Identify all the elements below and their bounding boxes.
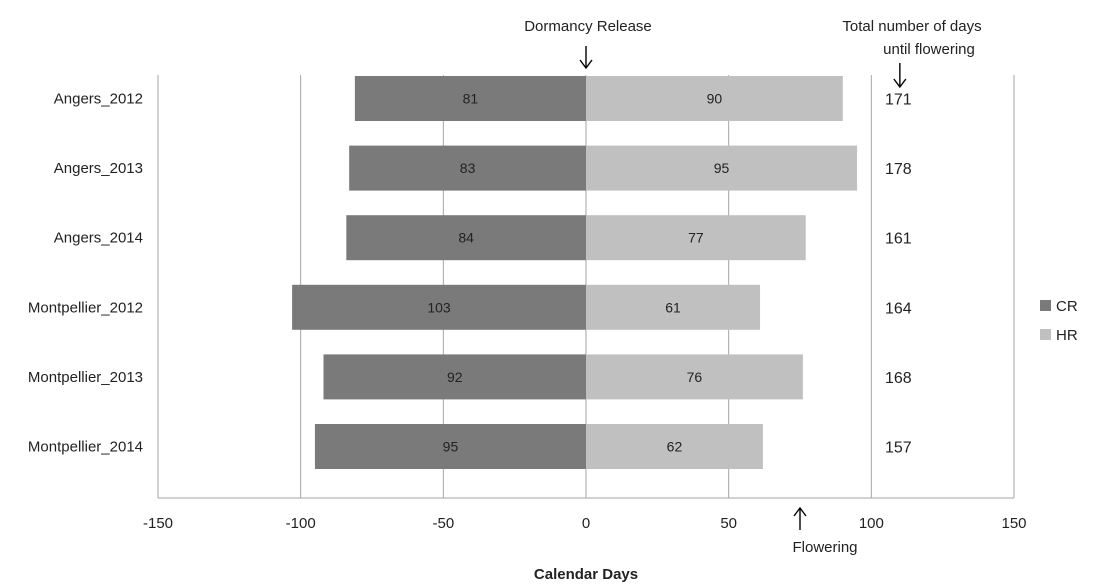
x-tick-label: -150 [143, 515, 173, 532]
total-days-value: 168 [885, 370, 912, 387]
legend-swatch-hr [1040, 329, 1051, 340]
bar-cr [349, 145, 586, 191]
x-tick-label: 50 [720, 515, 737, 532]
bar-value-label: 84 [458, 230, 474, 246]
total-days-annotation: Total number of days until flowering [842, 18, 982, 89]
bar-cr [314, 424, 586, 469]
bar-value-label: 95 [714, 160, 730, 176]
total-days-arrow [893, 63, 907, 89]
bar-hr [586, 424, 763, 469]
total-days-label-line1: Total number of days [842, 18, 981, 35]
dormancy-release-label: Dormancy Release [524, 18, 652, 35]
bar-value-label: 76 [687, 369, 703, 385]
x-tick-labels: -150 -100 -50 0 50 100 150 [143, 515, 1027, 532]
flowering-arrow [793, 506, 807, 530]
bar-value-label: 77 [688, 230, 704, 246]
legend: CR HR [1040, 298, 1078, 344]
dormancy-release-annotation: Dormancy Release [524, 18, 652, 70]
x-tick-label: 100 [859, 515, 884, 532]
total-days-value: 178 [885, 161, 912, 178]
bars: 81 90 83 95 84 77 103 61 92 76 95 62 [292, 76, 858, 469]
bar-value-label: 83 [460, 160, 476, 176]
bar-value-label: 95 [443, 439, 459, 455]
total-labels: 171 178 161 164 168 157 [885, 92, 912, 457]
bar-cr [292, 284, 586, 330]
x-tick-label: 0 [582, 515, 590, 532]
category-label: Angers_2012 [54, 91, 143, 108]
total-days-value: 157 [885, 440, 912, 457]
bar-hr [586, 76, 843, 121]
x-tick-label: -50 [432, 515, 454, 532]
total-days-value: 171 [885, 92, 912, 109]
x-tick-label: -100 [286, 515, 316, 532]
category-label: Angers_2013 [54, 160, 143, 177]
legend-label: CR [1056, 298, 1078, 315]
x-tick-label: 150 [1001, 515, 1026, 532]
total-days-value: 161 [885, 231, 912, 248]
bar-value-label: 61 [665, 299, 681, 315]
legend-swatch-cr [1040, 300, 1051, 311]
bar-value-label: 92 [447, 369, 463, 385]
x-axis-title: Calendar Days [534, 566, 638, 583]
total-days-value: 164 [885, 300, 912, 317]
category-label: Montpellier_2012 [28, 299, 143, 316]
bar-value-label: 81 [463, 91, 479, 107]
bar-cr [346, 215, 586, 261]
bar-hr [586, 145, 858, 191]
bar-value-label: 103 [427, 299, 451, 315]
bar-hr [586, 284, 761, 330]
bar-value-label: 62 [667, 439, 683, 455]
bar-cr [323, 354, 586, 400]
bar-cr [354, 76, 586, 121]
category-label: Montpellier_2013 [28, 369, 143, 386]
bar-hr [586, 354, 803, 400]
bar-value-label: 90 [707, 91, 723, 107]
bar-hr [586, 215, 806, 261]
dormancy-release-arrow [579, 46, 593, 70]
category-labels: Angers_2012 Angers_2013 Angers_2014 Montpel… [28, 91, 143, 456]
flowering-annotation: Flowering [792, 506, 858, 556]
total-days-label-line2: until flowering [883, 41, 975, 58]
legend-label: HR [1056, 327, 1078, 344]
category-label: Angers_2014 [54, 230, 143, 247]
category-label: Montpellier_2014 [28, 439, 143, 456]
flowering-label: Flowering [792, 539, 857, 556]
